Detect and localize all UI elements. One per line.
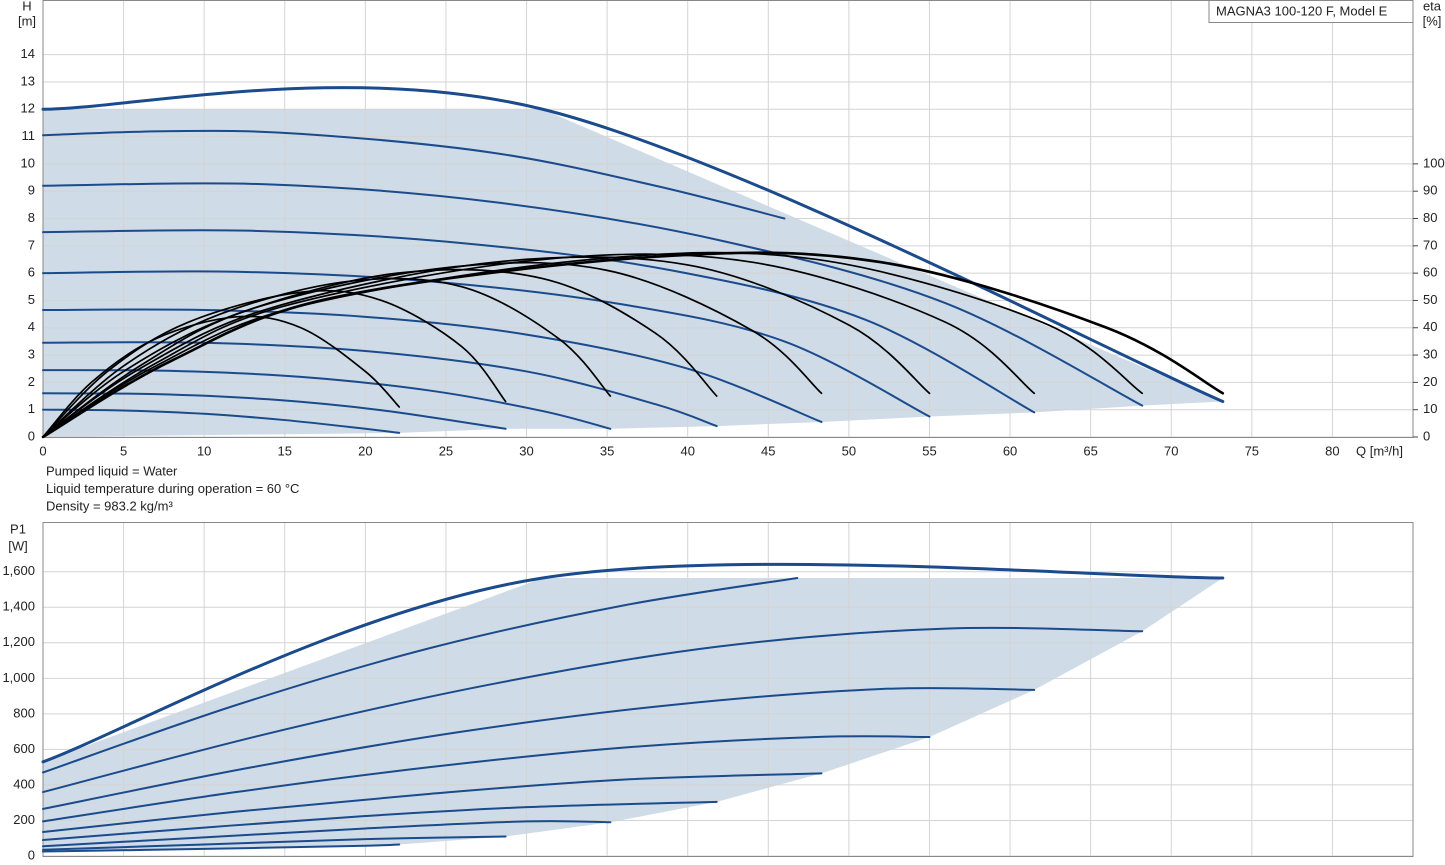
performance-curve [42, 772, 823, 834]
y-axis-unit: [W] [8, 538, 28, 553]
performance-curve [42, 626, 1144, 794]
plot-frame [42, 522, 1414, 857]
y-tick-label: 1,400 [2, 599, 35, 614]
x-tick-label: 20 [358, 443, 372, 458]
x-tick-label: 75 [1245, 443, 1259, 458]
y-tick-label: 13 [21, 73, 35, 88]
y-tick-label: 5 [28, 292, 35, 307]
performance-curve [42, 687, 1036, 810]
x-tick-label: 60 [1003, 443, 1017, 458]
y-tick-label: 1,000 [2, 670, 35, 685]
y-axis-unit: [m] [18, 13, 36, 28]
x-tick-label: 40 [680, 443, 694, 458]
x-tick-label: 30 [519, 443, 533, 458]
y2-tick-label: 80 [1423, 210, 1437, 225]
power-chart: 0 200 400 600 800 1,000 1,200 1,400 1,600 P1 [W] [2, 521, 1414, 862]
y-tick-label: 0 [28, 428, 35, 443]
y-axis-label: P1 [10, 521, 26, 536]
y2-tick-label: 70 [1423, 237, 1437, 252]
y-axis-label: H [22, 0, 31, 13]
efficiency-curve [41, 251, 1225, 439]
x-tick-label: 35 [600, 443, 614, 458]
y2-tick-label: 10 [1423, 401, 1437, 416]
performance-curve [42, 129, 786, 220]
y-tick-label: 800 [13, 705, 35, 720]
y-tick-label: 11 [22, 128, 36, 143]
note: Liquid temperature during operation = 60… [46, 481, 299, 496]
performance-curve [42, 392, 507, 430]
y-tick-label: 6 [28, 265, 35, 280]
x-tick-label: 15 [278, 443, 292, 458]
efficiency-curve [42, 256, 931, 438]
performance-curve [42, 843, 401, 853]
x-axis-label: Q [m³/h] [1356, 443, 1403, 458]
x-tick-label: 10 [197, 443, 211, 458]
note: Pumped liquid = Water [46, 463, 178, 478]
performance-curve [42, 308, 823, 423]
x-tick-label: 5 [120, 443, 127, 458]
efficiency-curve [42, 315, 401, 438]
legend-title: MAGNA3 100-120 F, Model E [1216, 3, 1388, 18]
note: Density = 983.2 kg/m³ [46, 498, 173, 513]
x-tick-label: 55 [922, 443, 936, 458]
performance-curve [42, 270, 931, 418]
operating-area [43, 577, 1223, 852]
efficiency-curve [42, 289, 507, 438]
y-tick-label: 4 [28, 319, 35, 334]
y-tick-label: 600 [13, 741, 35, 756]
y-tick-label: 10 [21, 155, 35, 170]
y-tick-label: 1,600 [2, 563, 35, 578]
x-tick-label: 50 [842, 443, 856, 458]
performance-curve [42, 800, 718, 842]
efficiency-curve [42, 253, 1036, 438]
efficiency-curve [42, 268, 718, 438]
y-tick-label: 9 [28, 183, 35, 198]
y2-axis-unit: [%] [1423, 13, 1442, 28]
y2-tick-label: 0 [1423, 428, 1430, 443]
y2-tick-label: 90 [1423, 183, 1437, 198]
y-tick-label: 8 [28, 210, 35, 225]
y2-tick-label: 40 [1423, 319, 1437, 334]
y-tick-label: 200 [13, 812, 35, 827]
y-tick-label: 1 [28, 401, 35, 416]
performance-curve [42, 835, 507, 851]
performance-curve [42, 182, 1144, 407]
performance-curve [42, 576, 799, 774]
y-tick-label: 0 [28, 847, 35, 860]
x-tick-label: 45 [761, 443, 775, 458]
x-tick-label: 80 [1325, 443, 1339, 458]
y2-tick-label: 60 [1423, 265, 1437, 280]
y-tick-label: 400 [13, 776, 35, 791]
y-tick-label: 7 [28, 237, 35, 252]
y-tick-label: 3 [28, 347, 35, 362]
y-tick-label: 12 [21, 101, 35, 116]
x-tick-label: 0 [39, 443, 46, 458]
performance-curve [41, 562, 1225, 764]
x-tick-label: 25 [439, 443, 453, 458]
y-tick-label: 14 [21, 46, 35, 61]
performance-curve [42, 408, 401, 434]
y2-tick-label: 20 [1423, 374, 1437, 389]
y-tick-label: 2 [28, 374, 35, 389]
performance-curve [42, 735, 931, 823]
efficiency-curve [42, 261, 823, 438]
y2-tick-label: 30 [1423, 347, 1437, 362]
performance-curve [42, 820, 612, 848]
y2-tick-label: 100 [1423, 155, 1445, 170]
y2-axis-label: eta [1423, 0, 1442, 13]
performance-curve [41, 86, 1225, 403]
y2-tick-label: 50 [1423, 292, 1437, 307]
performance-curve [42, 229, 1036, 414]
y-tick-label: 1,200 [2, 634, 35, 649]
x-tick-label: 65 [1083, 443, 1097, 458]
efficiency-curve [42, 251, 1144, 438]
legend-box [1208, 0, 1414, 23]
x-tick-label: 70 [1164, 443, 1178, 458]
